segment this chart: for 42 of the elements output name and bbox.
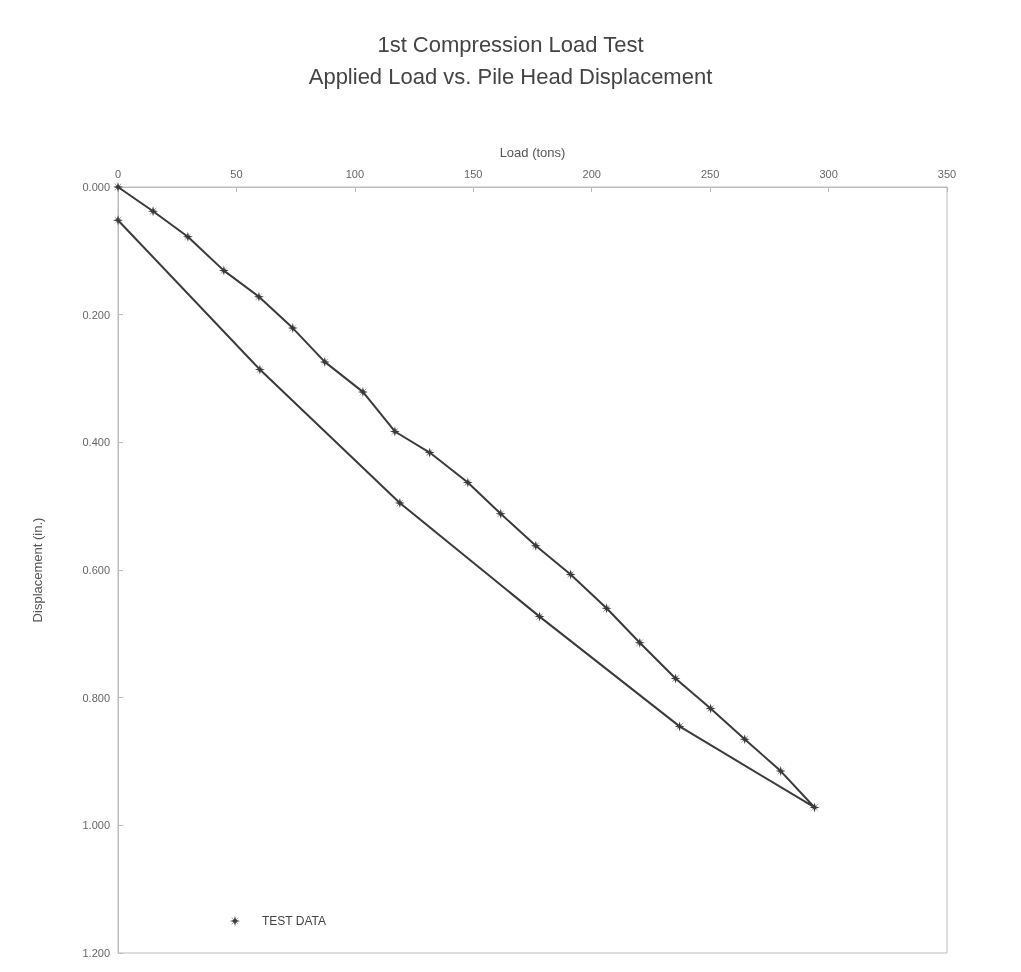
y-tick-label: 0.400 — [82, 436, 110, 449]
x-axis-title: Load (tons) — [499, 145, 566, 160]
x-tick-label: 150 — [464, 167, 483, 180]
point — [674, 721, 685, 732]
x-tick-label: 0 — [114, 167, 122, 180]
x-tick-label: 350 — [937, 167, 957, 180]
legend-label: TEST DATA — [262, 914, 327, 928]
x-tick-label: 200 — [582, 167, 601, 180]
x-tick-label: 300 — [819, 167, 838, 180]
point — [530, 540, 541, 551]
y-tick-label: 0.000 — [82, 181, 110, 193]
chart-subtitle: Applied Load vs. Pile Head Displacement — [308, 63, 713, 89]
x-tick-label: 250 — [700, 167, 720, 180]
chart-title: 1st Compression Load Test — [377, 31, 644, 57]
point — [809, 802, 820, 813]
point — [113, 182, 123, 192]
y-tick-label: 0.800 — [82, 691, 110, 704]
point — [495, 508, 506, 519]
point — [601, 603, 612, 614]
x-tick-label: 50 — [230, 167, 243, 180]
x-tick-label: 100 — [345, 167, 365, 180]
point — [394, 497, 405, 508]
point — [253, 291, 264, 302]
point — [534, 611, 545, 622]
y-tick-label: 0.600 — [82, 564, 110, 576]
y-tick-label: 1.000 — [82, 819, 110, 832]
point — [287, 323, 298, 334]
point — [319, 356, 330, 367]
point — [424, 447, 435, 458]
point — [775, 766, 786, 777]
point — [182, 231, 193, 242]
y-axis-title: Displacement (in.) — [30, 517, 45, 623]
y-tick-label: 0.200 — [82, 308, 110, 321]
point — [565, 569, 576, 580]
point — [670, 673, 681, 684]
point — [148, 206, 159, 217]
point — [357, 386, 368, 397]
point — [113, 215, 123, 226]
point — [634, 637, 645, 648]
point — [739, 734, 750, 745]
y-tick-label: 1.200 — [82, 947, 110, 959]
point — [705, 703, 716, 714]
